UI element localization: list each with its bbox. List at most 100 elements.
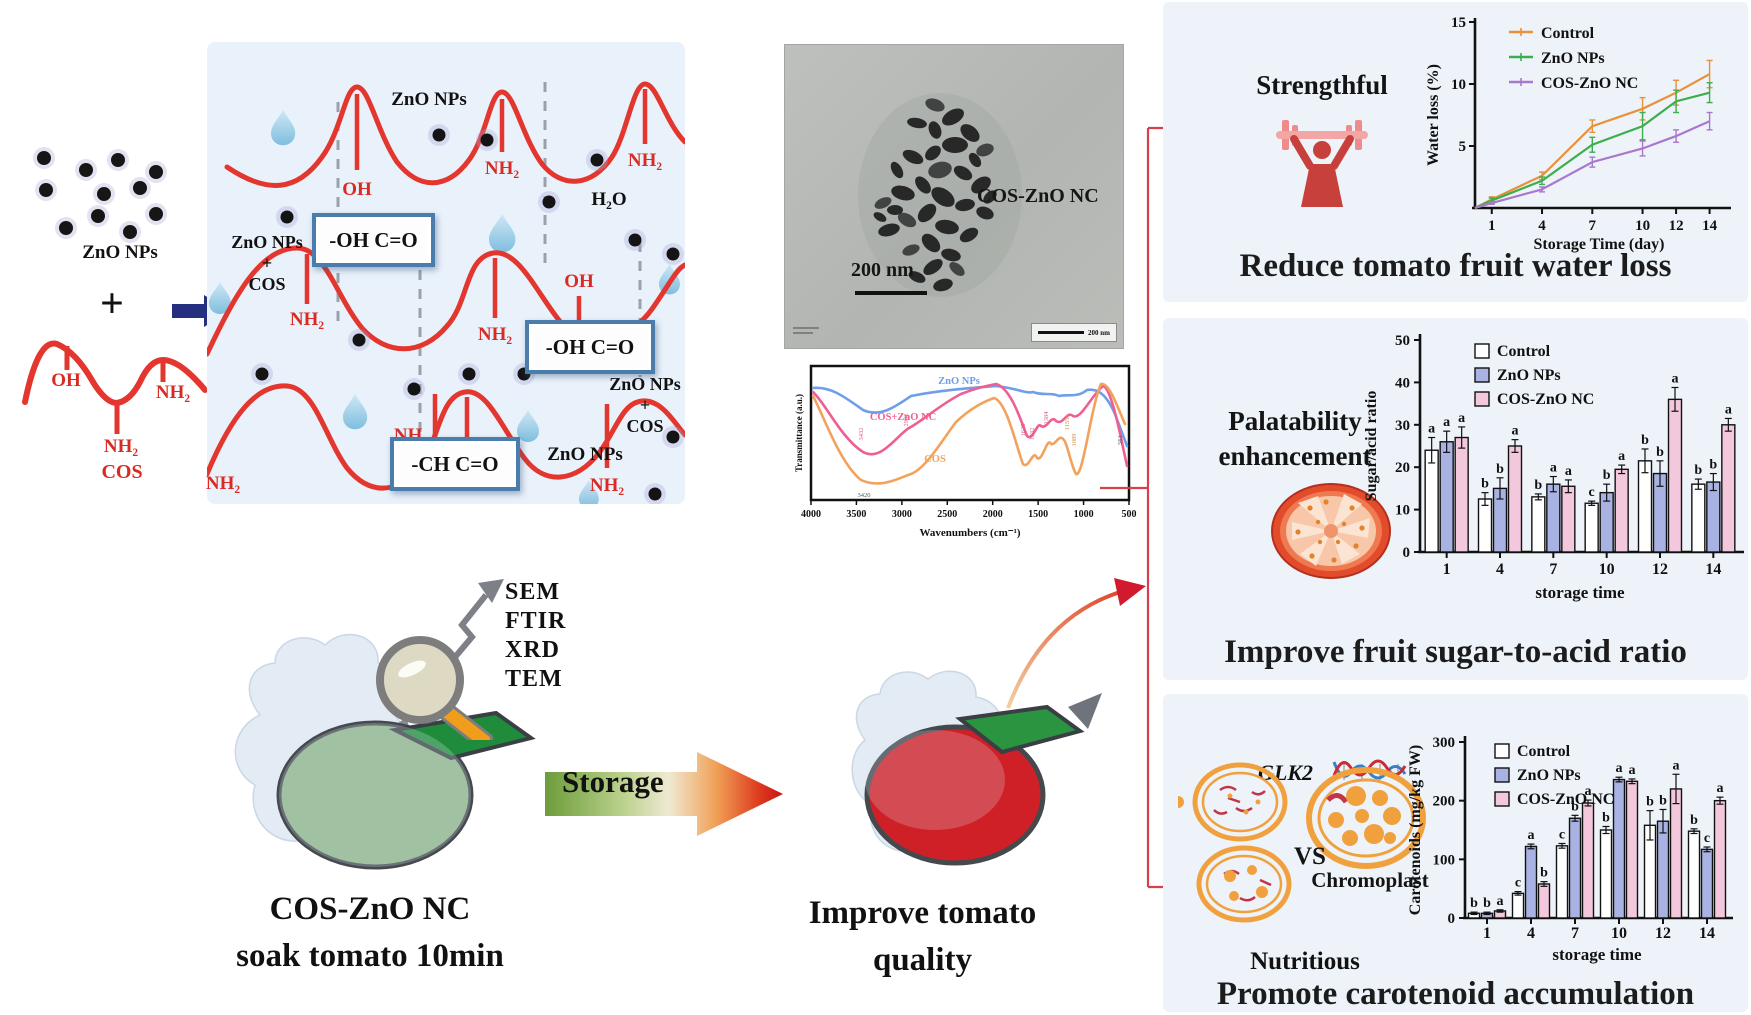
svg-text:b: b: [1690, 813, 1698, 828]
svg-text:b: b: [1641, 433, 1649, 448]
bar: [1511, 892, 1525, 919]
soak-caption: COS-ZnO NC soak tomato 10min: [236, 891, 504, 974]
card-water-loss: [1163, 2, 1748, 302]
svg-text:10: 10: [1395, 503, 1410, 519]
nh2-label: NH₂: [589, 475, 625, 496]
svg-text:a: a: [1497, 894, 1504, 909]
bar: [1561, 485, 1576, 553]
storage-arrow: [545, 752, 783, 836]
svg-text:500: 500: [1122, 509, 1137, 520]
svg-text:1: 1: [1443, 561, 1451, 578]
svg-text:COS-ZnO NC: COS-ZnO NC: [1517, 791, 1614, 808]
bond-box-oh: -OH C=O: [525, 320, 655, 374]
svg-text:a: a: [1618, 449, 1625, 464]
oh-label: OH: [342, 179, 372, 200]
nutritious-label: Nutritious: [1250, 948, 1360, 975]
svg-text:ZnO NPs: ZnO NPs: [1497, 367, 1561, 384]
cos-nh2-label: NH₂: [104, 436, 139, 457]
method-label: SEM: [505, 579, 561, 605]
bar: [1713, 799, 1727, 919]
svg-text:0: 0: [1448, 911, 1456, 927]
svg-text:a: a: [1585, 784, 1592, 799]
svg-text:100: 100: [1433, 852, 1456, 868]
bar: [1700, 848, 1714, 919]
bond-box-oh: -OH C=O: [312, 213, 435, 267]
svg-text:b: b: [1571, 799, 1579, 814]
functional-group-stems: [304, 89, 648, 468]
svg-text:a: a: [1725, 402, 1732, 417]
bar: [1581, 802, 1595, 919]
bar: [1599, 829, 1613, 919]
bar: [1614, 468, 1629, 553]
svg-text:14: 14: [1699, 925, 1715, 942]
bar: [1531, 496, 1546, 553]
bar: [1721, 424, 1736, 553]
svg-text:Sugar/acid ratio: Sugar/acid ratio: [1363, 391, 1380, 502]
ftir-chart: ZnO NPs COS+ZnO NC COS 3432 2932 1635 1532 138…: [793, 364, 1137, 548]
plastid-illustration: VS Chromoplast: [1178, 762, 1429, 923]
svg-text:storage time: storage time: [1552, 945, 1642, 964]
svg-text:1: 1: [1488, 218, 1496, 234]
svg-text:a: a: [1550, 461, 1557, 476]
plastid-granules: [1178, 786, 1401, 901]
improve-caption: Improve tomato quality: [808, 895, 1037, 978]
svg-text:b: b: [1481, 477, 1489, 492]
zno-nps-label: ZnO NPs: [82, 242, 158, 263]
svg-text:Control: Control: [1517, 743, 1571, 760]
svg-text:b: b: [1496, 462, 1504, 477]
bar: [1546, 483, 1561, 553]
svg-text:a: a: [1565, 464, 1572, 479]
svg-text:7: 7: [1589, 218, 1597, 234]
bar: [1507, 445, 1523, 553]
svg-text:b: b: [1602, 810, 1610, 825]
svg-text:4: 4: [1538, 218, 1546, 234]
svg-text:12: 12: [1655, 925, 1671, 942]
zno-plus-cos-block: ZnO NPs + COS: [231, 232, 303, 294]
svg-text:7: 7: [1571, 925, 1579, 942]
chromoplast-label: Chromoplast: [1311, 868, 1428, 892]
cos-name-label: COS: [101, 461, 142, 483]
headline-water-loss: Reduce tomato fruit water loss: [1239, 248, 1672, 284]
bar: [1691, 483, 1706, 553]
bar: [1477, 498, 1493, 553]
svg-text:561: 561: [1117, 435, 1124, 445]
svg-text:a: a: [1672, 371, 1679, 386]
svg-text:4000: 4000: [801, 509, 821, 520]
tem-scale-text: 200 nm: [851, 259, 914, 281]
nh2-label: NH₂: [477, 324, 513, 345]
nh2-label: NH₂: [627, 150, 663, 171]
svg-text:COS-ZnO NC: COS-ZnO NC: [1497, 391, 1594, 408]
ftir-curve-labels: ZnO NPs COS+ZnO NC COS: [870, 376, 980, 465]
bar: [1537, 883, 1551, 919]
ftir-xlabel: Wavenumbers (cm⁻¹): [919, 527, 1020, 539]
svg-text:30: 30: [1395, 418, 1410, 434]
bar: [1439, 441, 1454, 553]
svg-text:10: 10: [1599, 561, 1615, 578]
svg-text:3500: 3500: [846, 509, 866, 520]
bar: [1669, 788, 1683, 919]
svg-text:b: b: [1540, 866, 1548, 881]
svg-text:b: b: [1470, 896, 1478, 911]
svg-text:a: a: [1673, 758, 1680, 773]
oh-label: OH: [564, 271, 594, 292]
svg-text:Control: Control: [1497, 343, 1551, 360]
bar: [1555, 845, 1569, 919]
bar: [1524, 845, 1538, 919]
svg-text:a: a: [1512, 424, 1519, 439]
bar: [1625, 780, 1639, 919]
svg-text:3000: 3000: [892, 509, 912, 520]
svg-text:c: c: [1704, 831, 1710, 846]
ftir-curves: [811, 382, 1129, 485]
svg-text:storage time: storage time: [1535, 583, 1625, 602]
svg-text:14: 14: [1702, 218, 1718, 234]
svg-text:300: 300: [1433, 735, 1456, 751]
method-label: XRD: [505, 637, 560, 663]
svg-text:ZnO NPs: ZnO NPs: [1517, 767, 1581, 784]
svg-text:1635: 1635: [1020, 424, 1027, 437]
svg-text:1089: 1089: [1071, 434, 1078, 447]
nh2-label: NH₂: [484, 158, 520, 179]
vs-label: VS: [1294, 843, 1326, 870]
svg-text:1000: 1000: [1074, 509, 1094, 520]
svg-text:40: 40: [1395, 375, 1410, 391]
